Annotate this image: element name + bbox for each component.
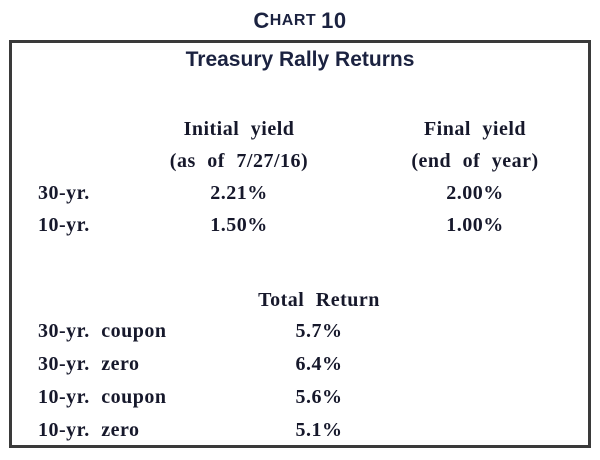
table-row: 10-yr. 1.50% 1.00% (12, 209, 588, 241)
initial-yield-header: Initial yield (as of 7/27/16) (116, 113, 362, 177)
spacer (12, 75, 588, 113)
table-row: 30-yr. zero 6.4% (12, 348, 588, 381)
instrument-label: 10-yr. zero (38, 419, 140, 441)
exhibit-label-smallcaps: HART (269, 12, 317, 29)
table-row: 10-yr. coupon 5.6% (12, 381, 588, 414)
initial-yield-header-line1: Initial yield (183, 118, 295, 140)
yield-header-empty (12, 113, 116, 177)
initial-yield-header-line2: (as of 7/27/16) (169, 150, 309, 172)
final-yield-header-line2: (end of year) (411, 150, 539, 172)
total-return-header: Total Return (258, 289, 380, 311)
total-return-value: 5.1% (295, 419, 343, 441)
instrument-label: 30-yr. zero (38, 353, 140, 375)
table-row: 10-yr. zero 5.1% (12, 414, 588, 447)
spacer (12, 241, 588, 285)
maturity-label: 30-yr. (38, 182, 90, 204)
yield-table: Initial yield (as of 7/27/16) Final yiel… (12, 113, 588, 241)
total-return-header-row: Total Return (12, 285, 588, 315)
final-yield-value: 1.00% (446, 214, 504, 236)
instrument-label: 10-yr. coupon (38, 386, 167, 408)
total-return-table: Total Return 30-yr. coupon 5.7% 30-yr. z… (12, 285, 588, 447)
table-row: 30-yr. 2.21% 2.00% (12, 177, 588, 209)
final-yield-header: Final yield (end of year) (362, 113, 588, 177)
initial-yield-value: 2.21% (210, 182, 268, 204)
exhibit-label-initial: C (253, 8, 270, 33)
final-yield-header-line1: Final yield (423, 118, 527, 140)
chart-title: Treasury Rally Returns (185, 48, 415, 71)
total-return-header-empty (12, 285, 224, 315)
final-yield-value: 2.00% (446, 182, 504, 204)
yield-table-header-row: Initial yield (as of 7/27/16) Final yiel… (12, 113, 588, 177)
maturity-label: 10-yr. (38, 214, 90, 236)
exhibit-label: C HART 10 (0, 0, 600, 40)
total-return-value: 5.6% (295, 386, 343, 408)
instrument-label: 30-yr. coupon (38, 320, 167, 342)
exhibit-number: 10 (321, 8, 347, 33)
total-return-value: 6.4% (295, 353, 343, 375)
total-return-value: 5.7% (295, 320, 343, 342)
initial-yield-value: 1.50% (210, 214, 268, 236)
chart-box: Treasury Rally Returns Initial yield (as… (9, 40, 591, 448)
table-row: 30-yr. coupon 5.7% (12, 315, 588, 348)
